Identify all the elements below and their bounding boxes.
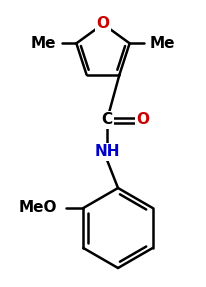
Text: Me: Me	[31, 36, 56, 51]
Text: C: C	[101, 113, 112, 127]
Text: O: O	[96, 16, 109, 32]
Text: MeO: MeO	[19, 201, 57, 216]
Text: O: O	[136, 113, 149, 127]
Text: NH: NH	[94, 144, 119, 160]
Text: Me: Me	[149, 36, 174, 51]
